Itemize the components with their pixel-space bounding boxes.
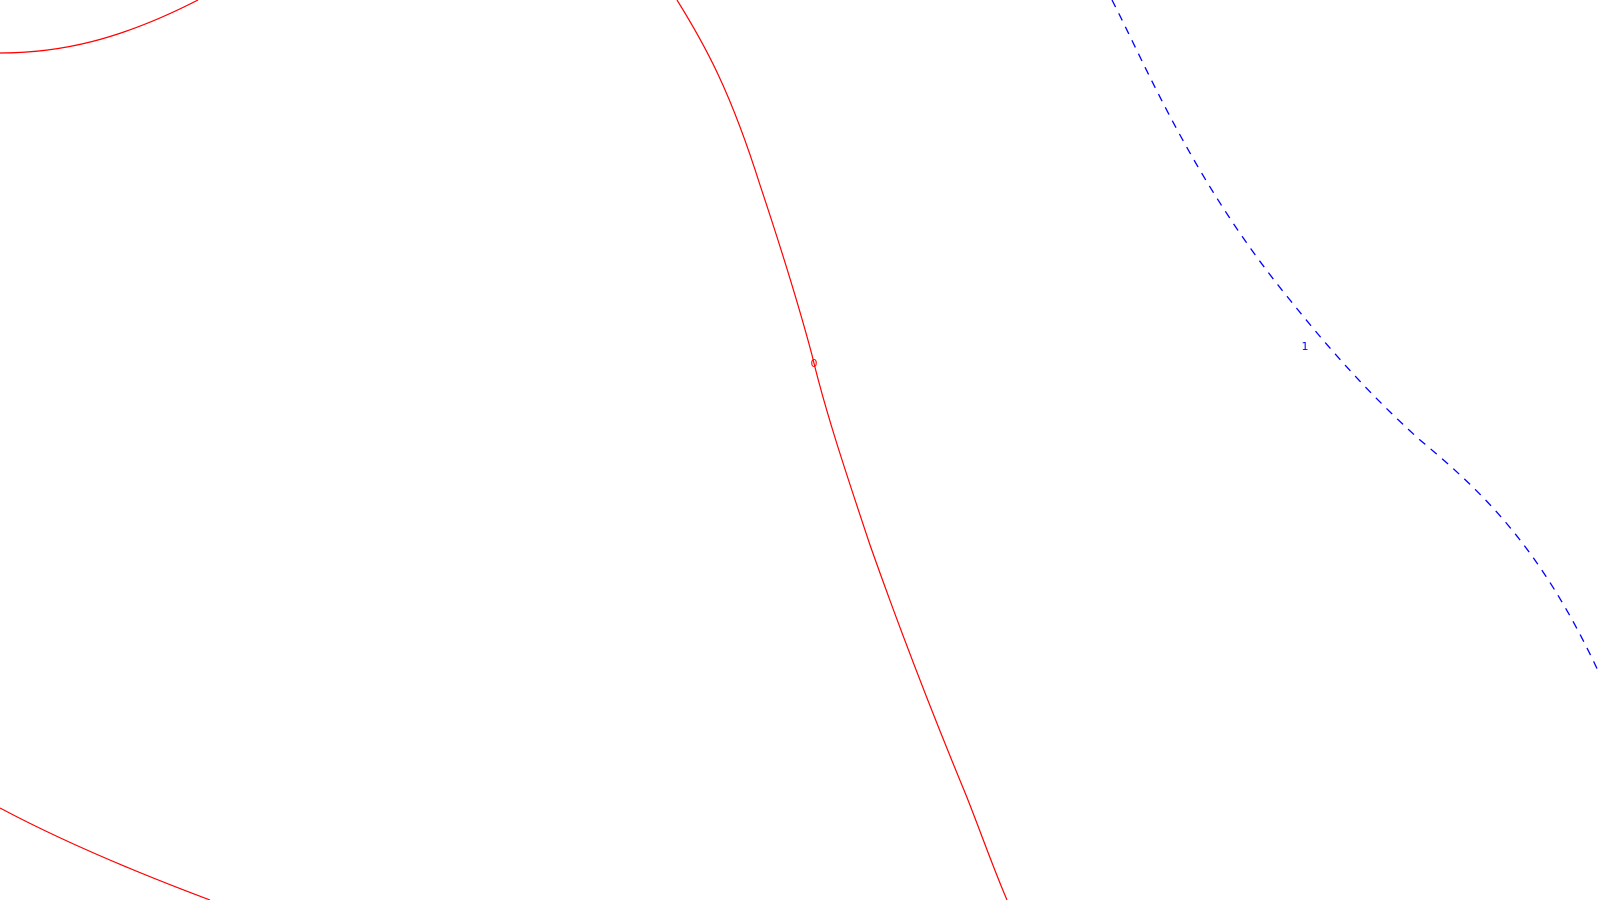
contour-line-0-left-bottom — [0, 807, 211, 900]
contour-label-0: 0 — [811, 357, 818, 370]
contour-line-0-left-top — [0, 0, 199, 54]
contour-line-0-main — [676, 0, 1008, 900]
contour-line-1-right — [1111, 0, 1600, 676]
contour-label-1: 1 — [1302, 340, 1309, 353]
